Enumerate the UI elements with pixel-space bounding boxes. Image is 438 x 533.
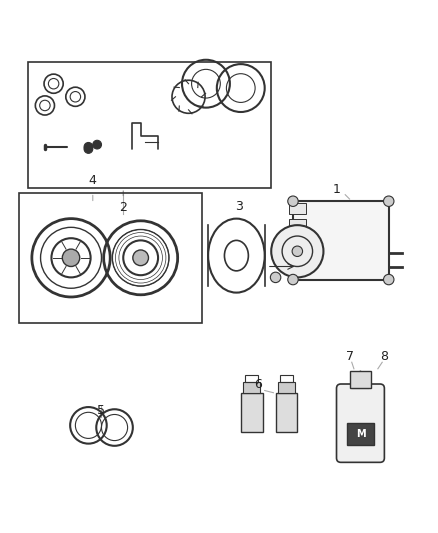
Bar: [245, 375, 258, 382]
Bar: [346, 423, 374, 445]
Circle shape: [384, 196, 394, 206]
Bar: [289, 249, 306, 260]
Text: 1: 1: [332, 182, 340, 196]
Circle shape: [62, 249, 80, 266]
Text: 5: 5: [98, 405, 106, 417]
Polygon shape: [352, 371, 369, 389]
Text: 3: 3: [235, 200, 243, 213]
Circle shape: [288, 274, 298, 285]
Circle shape: [384, 274, 394, 285]
Bar: [350, 371, 371, 389]
Bar: [289, 204, 306, 214]
Text: 4: 4: [89, 174, 97, 187]
Bar: [243, 382, 260, 393]
Circle shape: [292, 246, 303, 256]
Text: 8: 8: [380, 350, 389, 363]
Circle shape: [271, 225, 323, 277]
Circle shape: [288, 196, 298, 206]
Bar: [289, 264, 306, 275]
Circle shape: [84, 144, 93, 154]
Circle shape: [93, 140, 102, 149]
Circle shape: [270, 272, 281, 282]
Bar: [278, 382, 295, 393]
Circle shape: [133, 250, 148, 265]
Text: M: M: [356, 429, 365, 439]
Text: 6: 6: [254, 378, 262, 391]
Text: 7: 7: [346, 350, 353, 363]
Bar: [19, 192, 201, 323]
Bar: [289, 234, 306, 245]
Bar: [293, 201, 389, 279]
Text: 2: 2: [119, 191, 127, 214]
FancyBboxPatch shape: [336, 384, 385, 462]
Circle shape: [84, 142, 93, 151]
Bar: [241, 393, 262, 432]
Bar: [289, 219, 306, 230]
Bar: [28, 62, 271, 188]
Bar: [276, 393, 297, 432]
Bar: [280, 375, 293, 382]
